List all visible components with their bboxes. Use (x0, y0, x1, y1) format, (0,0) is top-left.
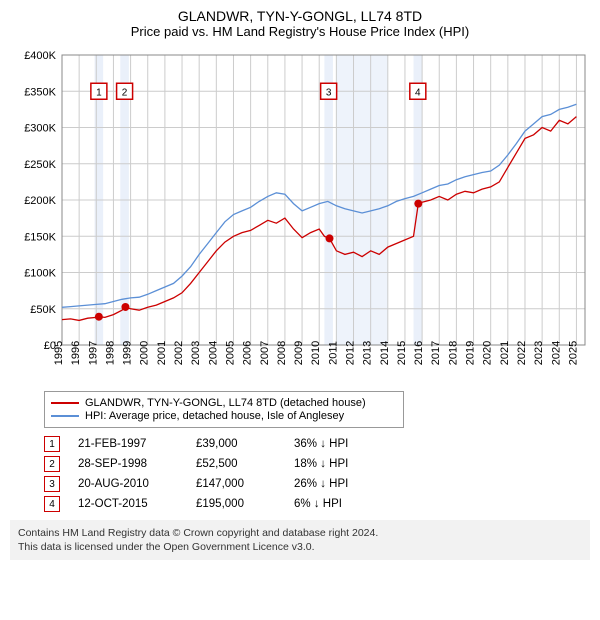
legend-item: GLANDWR, TYN-Y-GONGL, LL74 8TD (detached… (51, 397, 397, 409)
svg-text:1: 1 (96, 87, 102, 98)
legend-label: GLANDWR, TYN-Y-GONGL, LL74 8TD (detached… (85, 397, 366, 409)
svg-text:£300K: £300K (24, 123, 56, 135)
svg-text:£200K: £200K (24, 195, 56, 207)
svg-text:2022: 2022 (516, 341, 528, 365)
event-row: 2 28-SEP-1998 £52,500 18% ↓ HPI (44, 456, 590, 472)
event-delta: 36% ↓ HPI (294, 438, 384, 450)
legend-swatch (51, 415, 79, 417)
svg-text:2011: 2011 (327, 341, 339, 365)
svg-text:2: 2 (122, 87, 128, 98)
svg-text:£350K: £350K (24, 86, 56, 98)
footer-line: Contains HM Land Registry data © Crown c… (18, 526, 582, 540)
svg-text:1999: 1999 (122, 341, 134, 365)
event-price: £39,000 (196, 438, 276, 450)
event-marker: 4 (44, 496, 60, 512)
svg-text:1995: 1995 (53, 341, 65, 365)
svg-text:£150K: £150K (24, 231, 56, 243)
svg-text:2006: 2006 (242, 341, 254, 365)
svg-text:2018: 2018 (447, 341, 459, 365)
footer-line: This data is licensed under the Open Gov… (18, 540, 582, 554)
svg-text:2023: 2023 (533, 341, 545, 365)
svg-text:2015: 2015 (396, 341, 408, 365)
svg-text:2001: 2001 (156, 341, 168, 365)
svg-text:1997: 1997 (87, 341, 99, 365)
event-price: £147,000 (196, 478, 276, 490)
event-delta: 6% ↓ HPI (294, 498, 384, 510)
svg-text:£400K: £400K (24, 50, 56, 62)
event-row: 1 21-FEB-1997 £39,000 36% ↓ HPI (44, 436, 590, 452)
svg-text:4: 4 (415, 87, 421, 98)
event-date: 28-SEP-1998 (78, 458, 178, 470)
svg-text:2009: 2009 (293, 341, 305, 365)
events-table: 121-FEB-1997£39,00036% ↓ HPI228-SEP-1998… (44, 436, 590, 512)
svg-text:2016: 2016 (413, 341, 425, 365)
footer-attribution: Contains HM Land Registry data © Crown c… (10, 520, 590, 560)
event-row: 3 20-AUG-2010 £147,000 26% ↓ HPI (44, 476, 590, 492)
svg-text:1998: 1998 (104, 341, 116, 365)
chart-title-subtitle: Price paid vs. HM Land Registry's House … (10, 24, 590, 39)
event-marker: 2 (44, 456, 60, 472)
svg-text:2020: 2020 (482, 341, 494, 365)
svg-text:2004: 2004 (207, 341, 219, 365)
legend-swatch (51, 402, 79, 404)
legend-item: HPI: Average price, detached house, Isle… (51, 410, 397, 422)
chart-title-address: GLANDWR, TYN-Y-GONGL, LL74 8TD (10, 8, 590, 24)
event-marker: 1 (44, 436, 60, 452)
event-date: 12-OCT-2015 (78, 498, 178, 510)
svg-text:2012: 2012 (345, 341, 357, 365)
event-marker: 3 (44, 476, 60, 492)
event-delta: 26% ↓ HPI (294, 478, 384, 490)
svg-text:2025: 2025 (567, 341, 579, 365)
svg-text:£250K: £250K (24, 159, 56, 171)
event-price: £52,500 (196, 458, 276, 470)
svg-text:2010: 2010 (310, 341, 322, 365)
svg-text:£100K: £100K (24, 268, 56, 280)
svg-text:2024: 2024 (550, 341, 562, 365)
chart-area: £0£50K£100K£150K£200K£250K£300K£350K£400… (10, 45, 590, 385)
event-date: 20-AUG-2010 (78, 478, 178, 490)
svg-text:2008: 2008 (276, 341, 288, 365)
svg-text:2005: 2005 (224, 341, 236, 365)
event-price: £195,000 (196, 498, 276, 510)
svg-text:2007: 2007 (259, 341, 271, 365)
legend-label: HPI: Average price, detached house, Isle… (85, 410, 344, 422)
svg-text:2013: 2013 (362, 341, 374, 365)
event-delta: 18% ↓ HPI (294, 458, 384, 470)
svg-text:£50K: £50K (30, 304, 56, 316)
svg-text:2019: 2019 (465, 341, 477, 365)
price-chart: £0£50K£100K£150K£200K£250K£300K£350K£400… (10, 45, 590, 385)
svg-text:2000: 2000 (139, 341, 151, 365)
event-row: 4 12-OCT-2015 £195,000 6% ↓ HPI (44, 496, 590, 512)
svg-text:2003: 2003 (190, 341, 202, 365)
svg-text:3: 3 (326, 87, 332, 98)
svg-text:2002: 2002 (173, 341, 185, 365)
svg-text:2014: 2014 (379, 341, 391, 365)
event-date: 21-FEB-1997 (78, 438, 178, 450)
svg-text:2021: 2021 (499, 341, 511, 365)
svg-text:2017: 2017 (430, 341, 442, 365)
legend: GLANDWR, TYN-Y-GONGL, LL74 8TD (detached… (44, 391, 404, 428)
svg-text:1996: 1996 (70, 341, 82, 365)
